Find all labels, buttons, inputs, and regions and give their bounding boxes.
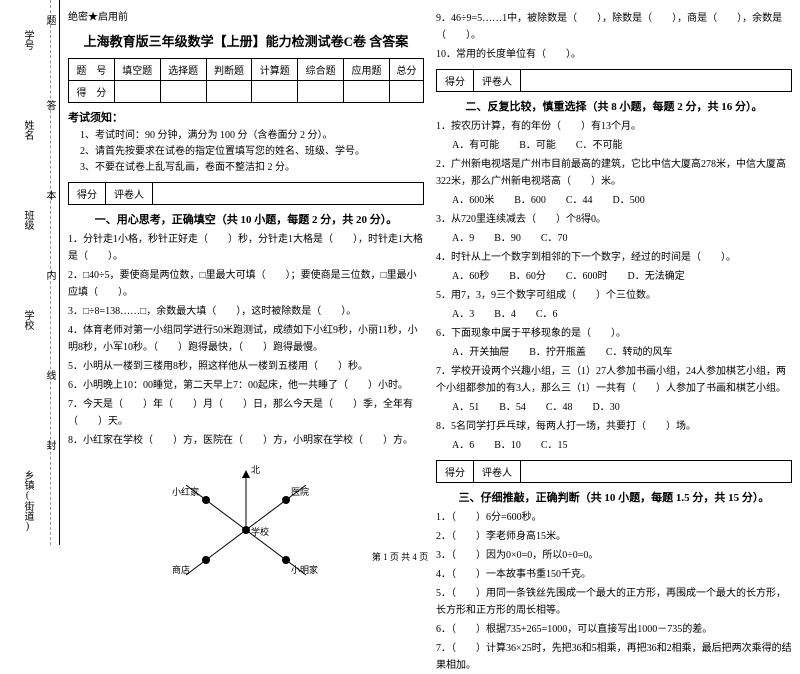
question: 4．体育老师对第一小组同学进行50米跑测试，成绩如下小红9秒，小丽11秒，小明8…: [68, 322, 424, 356]
score-header: 判断题: [206, 59, 252, 81]
section-1-title: 一、用心思考，正确填空（共 10 小题，每题 2 分，共 20 分）。: [68, 211, 424, 227]
notice-item: 2、请首先按要求在试卷的指定位置填写您的姓名、班级、学号。: [80, 144, 424, 160]
score-label: 得分: [437, 70, 474, 91]
options: A．3 B．4 C．6: [452, 306, 792, 323]
binding-label: 乡镇(街道): [20, 470, 35, 532]
question: 3．从720里连续减去（ ）个8得0。: [436, 211, 792, 228]
binding-margin: 学号 姓名 班级 学校 乡镇(街道) 题 本 内 线 封 答: [0, 0, 60, 545]
score-header: 综合题: [298, 59, 344, 81]
options: A．开关抽屉 B．拧开瓶盖 C．转动的风车: [452, 344, 792, 361]
page-footer: 第 1 页 共 4 页: [0, 550, 800, 563]
question: 6．（ ）根据735+265=1000，可以直接写出1000－735的差。: [436, 621, 792, 638]
score-cell[interactable]: [206, 81, 252, 103]
section-score-bar: 得分 评卷人: [436, 460, 792, 483]
notice-title: 考试须知：: [68, 109, 424, 125]
question: 7．今天是（ ）年（ ）月（ ）日，那么今天是（ ）季，全年有（ ）天。: [68, 396, 424, 430]
question: 4．时针从上一个数字到相邻的下一个数字，经过的时间是（ ）。: [436, 249, 792, 266]
confidential-note: 绝密★启用前: [68, 8, 424, 23]
question: 8．5名同学打乒乓球，每两人打一场，共要打（ ）场。: [436, 418, 792, 435]
section-3-title: 三、仔细推敲，正确判断（共 10 小题，每题 1.5 分，共 15 分）。: [436, 489, 792, 505]
diagram-label: 小明家: [291, 564, 318, 575]
diagram-label: 医院: [291, 486, 309, 497]
grader-blank[interactable]: [153, 183, 423, 204]
question: 2．广州新电视塔是广州市目前最高的建筑，它比中信大厦高278米，中信大厦高322…: [436, 156, 792, 190]
score-header: 选择题: [160, 59, 206, 81]
grader-blank[interactable]: [521, 70, 791, 91]
diagram-label: 学校: [251, 526, 269, 537]
question: 10．常用的长度单位有（ ）。: [436, 46, 792, 63]
question: 9．46÷9=5……1中，被除数是（ ），除数是（ ），商是（ ），余数是（ ）…: [436, 10, 792, 44]
right-column: 9．46÷9=5……1中，被除数是（ ），除数是（ ），商是（ ），余数是（ ）…: [436, 8, 792, 545]
score-cell[interactable]: [344, 81, 390, 103]
question: 7．（ ）计算36×25时，先把36和5相乘，再把36和2相乘，最后把两次乘得的…: [436, 640, 792, 674]
question: 1．（ ）6分=600秒。: [436, 509, 792, 526]
score-header: 应用题: [344, 59, 390, 81]
binding-mark: 答: [42, 100, 57, 110]
notice-item: 3、不要在试卷上乱写乱画，卷面不整洁扣 2 分。: [80, 160, 424, 176]
diagram-label-north: 北: [251, 465, 260, 475]
section-2-title: 二、反复比较，慎重选择（共 8 小题，每题 2 分，共 16 分）。: [436, 98, 792, 114]
binding-mark: 线: [42, 370, 57, 380]
question: 5．用7，3，9三个数字可组成（ ）个三位数。: [436, 287, 792, 304]
score-label: 得分: [69, 183, 106, 204]
score-cell[interactable]: [160, 81, 206, 103]
score-cell[interactable]: [298, 81, 344, 103]
question: 1．分针走1小格，秒针正好走（ ）秒，分针走1大格是（ ），时针走1大格是（ ）…: [68, 231, 424, 265]
score-cell[interactable]: [252, 81, 298, 103]
grader-label: 评卷人: [106, 183, 153, 204]
question: 2．□40÷5，要使商是两位数，□里最大可填（ ）；要使商是三位数，□里最小应填…: [68, 267, 424, 301]
question: 8．小红家在学校（ ）方，医院在（ ）方，小明家在学校（ ）方。: [68, 432, 424, 449]
score-cell[interactable]: [114, 81, 160, 103]
score-header: 总分: [389, 59, 423, 81]
score-label: 得分: [437, 461, 474, 482]
score-header: 计算题: [252, 59, 298, 81]
question: 6．小明晚上10：00睡觉，第二天早上7：00起床，他一共睡了（ ）小时。: [68, 377, 424, 394]
grader-label: 评卷人: [474, 70, 521, 91]
direction-diagram: 北 小红家 医院 学校 商店 小明家: [156, 455, 336, 605]
left-column: 绝密★启用前 上海教育版三年级数学【上册】能力检测试卷C卷 含答案 题 号 填空…: [68, 8, 424, 545]
grader-label: 评卷人: [474, 461, 521, 482]
options: A．600米 B．600 C．44 D．500: [452, 192, 792, 209]
score-cell[interactable]: [389, 81, 423, 103]
binding-label: 班级: [20, 210, 35, 230]
question: 4．（ ）一本故事书重150千克。: [436, 566, 792, 583]
section-score-bar: 得分 评卷人: [68, 182, 424, 205]
score-cell: 得 分: [69, 81, 115, 103]
question: 6．下面现象中属于平移现象的是（ ）。: [436, 325, 792, 342]
binding-mark: 题: [42, 15, 57, 25]
section-score-bar: 得分 评卷人: [436, 69, 792, 92]
binding-label: 学号: [20, 30, 35, 50]
binding-mark: 封: [42, 440, 57, 450]
question: 1．按农历计算，有的年份（ ）有13个月。: [436, 118, 792, 135]
options: A．51 B．54 C．48 D．30: [452, 399, 792, 416]
binding-label: 姓名: [20, 120, 35, 140]
question: 7．学校开设两个兴趣小组，三（1）27人参加书画小组，24人参加棋艺小组，两个小…: [436, 363, 792, 397]
diagram-label: 商店: [172, 564, 190, 575]
grader-blank[interactable]: [521, 461, 791, 482]
score-header: 题 号: [69, 59, 115, 81]
exam-title: 上海教育版三年级数学【上册】能力检测试卷C卷 含答案: [68, 31, 424, 50]
question: 5．（ ）用同一条铁丝先围成一个最大的正方形，再围成一个最大的长方形，长方形和正…: [436, 585, 792, 619]
notice-item: 1、考试时间：90 分钟，满分为 100 分（含卷面分 2 分）。: [80, 128, 424, 144]
binding-mark: 内: [42, 270, 57, 280]
binding-mark: 本: [42, 190, 57, 200]
binding-label: 学校: [20, 310, 35, 330]
question: 3．□÷8=138……□，余数最大填（ ），这时被除数是（ ）。: [68, 303, 424, 320]
score-table: 题 号 填空题 选择题 判断题 计算题 综合题 应用题 总分 得 分: [68, 58, 424, 103]
options: A．6 B．10 C．15: [452, 437, 792, 454]
options: A．有可能 B．可能 C．不可能: [452, 137, 792, 154]
options: A．9 B．90 C．70: [452, 230, 792, 247]
diagram-label: 小红家: [172, 486, 199, 497]
score-header: 填空题: [114, 59, 160, 81]
question: 2．（ ）李老师身高15米。: [436, 528, 792, 545]
options: A．60秒 B．60分 C．600时 D．无法确定: [452, 268, 792, 285]
question: 5．小明从一楼到三楼用8秒，照这样他从一楼到五楼用（ ）秒。: [68, 358, 424, 375]
